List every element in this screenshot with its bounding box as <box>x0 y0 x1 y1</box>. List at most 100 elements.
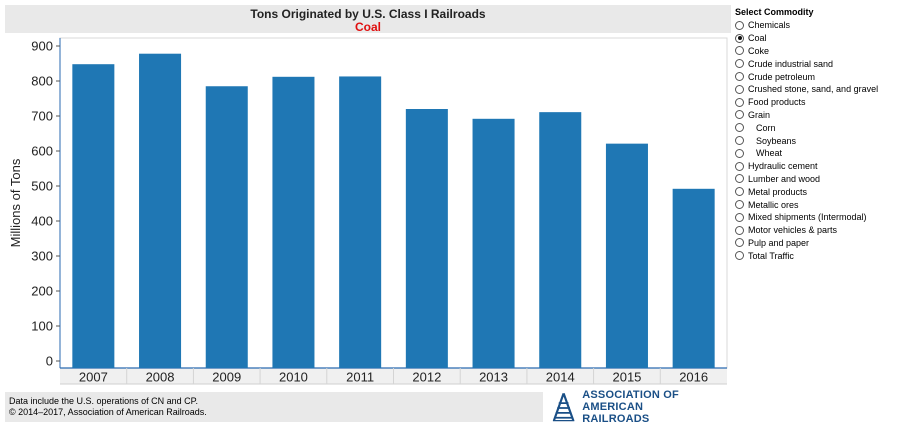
commodity-option[interactable]: Coal <box>735 32 900 45</box>
radio-button-icon[interactable] <box>735 238 744 248</box>
commodity-option-label: Lumber and wood <box>748 173 821 184</box>
radio-button-icon[interactable] <box>735 251 744 261</box>
commodity-option[interactable]: Pulp and paper <box>735 237 900 250</box>
radio-button-icon[interactable] <box>735 200 744 210</box>
logo-text: ASSOCIATION OF AMERICAN RAILROADS <box>582 389 710 425</box>
footer-line-2: © 2014–2017, Association of American Rai… <box>9 407 207 417</box>
commodity-option-label: Grain <box>748 109 771 120</box>
commodity-option-label: Motor vehicles & parts <box>748 225 838 236</box>
radio-button-icon[interactable] <box>735 225 744 235</box>
chart-subtitle: Coal <box>354 20 381 34</box>
radio-button-icon[interactable] <box>735 84 744 94</box>
radio-button-icon[interactable] <box>735 72 744 82</box>
radio-button-icon[interactable] <box>735 20 744 30</box>
radio-button-icon[interactable] <box>735 161 744 171</box>
radio-button-icon[interactable] <box>735 187 744 197</box>
commodity-option[interactable]: Coke <box>735 45 900 58</box>
bar <box>472 118 515 368</box>
commodity-option-label: Crude industrial sand <box>748 58 834 69</box>
radio-button-icon[interactable] <box>735 136 744 146</box>
commodity-option[interactable]: Metallic ores <box>735 198 900 211</box>
commodity-option[interactable]: Food products <box>735 96 900 109</box>
y-axis-label: Millions of Tons <box>8 158 23 247</box>
radio-button-icon[interactable] <box>735 110 744 120</box>
radio-button-icon[interactable] <box>735 33 744 43</box>
selector-heading: Select Commodity <box>735 7 814 17</box>
commodity-option-label: Crude petroleum <box>748 71 816 82</box>
y-tick-label: 100 <box>31 319 53 334</box>
y-tick-label: 800 <box>31 74 53 89</box>
x-tick-label: 2008 <box>146 370 175 385</box>
radio-button-icon[interactable] <box>735 212 744 222</box>
commodity-option[interactable]: Total Traffic <box>735 249 900 262</box>
radio-button-icon[interactable] <box>735 59 744 69</box>
commodity-option-label: Crushed stone, sand, and gravel <box>748 84 879 95</box>
bar <box>405 109 448 368</box>
commodity-option[interactable]: Grain <box>735 109 900 122</box>
x-tick-label: 2015 <box>612 370 641 385</box>
x-tick-label: 2014 <box>546 370 575 385</box>
commodity-option[interactable]: Crushed stone, sand, and gravel <box>735 83 900 96</box>
commodity-option[interactable]: Crude petroleum <box>735 70 900 83</box>
commodity-option[interactable]: Mixed shipments (Intermodal) <box>735 211 900 224</box>
chart-title: Tons Originated by U.S. Class I Railroad… <box>250 7 486 21</box>
commodity-option-label: Mixed shipments (Intermodal) <box>748 212 867 223</box>
radio-button-icon[interactable] <box>735 174 744 184</box>
x-tick-label: 2007 <box>79 370 108 385</box>
bar <box>672 188 715 368</box>
x-tick-label: 2013 <box>479 370 508 385</box>
commodity-option-label: Metallic ores <box>748 199 799 210</box>
bar <box>205 86 248 368</box>
commodity-option[interactable]: Motor vehicles & parts <box>735 224 900 237</box>
bar <box>72 64 115 368</box>
bar <box>539 112 582 369</box>
bar <box>339 76 382 368</box>
radio-button-icon[interactable] <box>735 46 744 56</box>
x-tick-label: 2011 <box>346 370 374 385</box>
y-tick-label: 700 <box>31 109 53 124</box>
commodity-option[interactable]: Hydraulic cement <box>735 160 900 173</box>
commodity-option-label: Metal products <box>748 186 808 197</box>
commodity-option[interactable]: Corn <box>735 121 900 134</box>
commodity-options: Chemicals Coal Coke Crude industrial sand Cr… <box>735 19 900 262</box>
commodity-option-label: Coal <box>748 33 767 44</box>
bar-chart: 0 100 200 300 400 500 600 700 800 900 Millions of … <box>8 37 728 385</box>
commodity-option[interactable]: Metal products <box>735 185 900 198</box>
commodity-option-label: Coke <box>748 45 770 56</box>
radio-button-icon[interactable] <box>735 123 744 133</box>
commodity-option[interactable]: Soybeans <box>735 134 900 147</box>
y-tick-label: 400 <box>31 214 53 229</box>
logo-line-2: AMERICAN RAILROADS <box>582 401 650 425</box>
commodity-option-label: Wheat <box>756 148 783 159</box>
commodity-option[interactable]: Lumber and wood <box>735 173 900 186</box>
bar <box>139 53 182 368</box>
commodity-option-label: Total Traffic <box>748 250 794 261</box>
commodity-option[interactable]: Chemicals <box>735 19 900 32</box>
y-tick-label: 500 <box>31 179 53 194</box>
logo-line-1: ASSOCIATION OF <box>582 389 679 401</box>
commodity-option-label: Food products <box>748 97 806 108</box>
y-tick-label: 900 <box>31 39 53 54</box>
x-tick-label: 2012 <box>412 370 441 385</box>
commodity-option-label: Pulp and paper <box>748 237 810 248</box>
radio-button-icon[interactable] <box>735 148 744 158</box>
y-tick-label: 0 <box>46 354 53 369</box>
y-tick-label: 600 <box>31 144 53 159</box>
commodity-selector: Select Commodity Chemicals Coal Coke Crude … <box>735 7 900 262</box>
footer-note: Data include the U.S. operations of CN a… <box>5 392 543 422</box>
commodity-option-label: Hydraulic cement <box>748 161 818 172</box>
aar-logo: ASSOCIATION OF AMERICAN RAILROADS <box>550 389 710 425</box>
footer-line-1: Data include the U.S. operations of CN a… <box>9 396 198 406</box>
commodity-option[interactable]: Crude industrial sand <box>735 57 900 70</box>
commodity-option-label: Soybeans <box>756 135 797 146</box>
bar <box>272 76 315 369</box>
x-tick-label: 2016 <box>679 370 708 385</box>
y-tick-label: 200 <box>31 284 53 299</box>
commodity-option-label: Chemicals <box>748 20 791 31</box>
chart-title-bar: Tons Originated by U.S. Class I Railroad… <box>5 5 731 34</box>
radio-button-icon[interactable] <box>735 97 744 107</box>
bar <box>605 143 648 368</box>
commodity-option[interactable]: Wheat <box>735 147 900 160</box>
y-tick-label: 300 <box>31 249 53 264</box>
x-tick-label: 2010 <box>279 370 308 385</box>
